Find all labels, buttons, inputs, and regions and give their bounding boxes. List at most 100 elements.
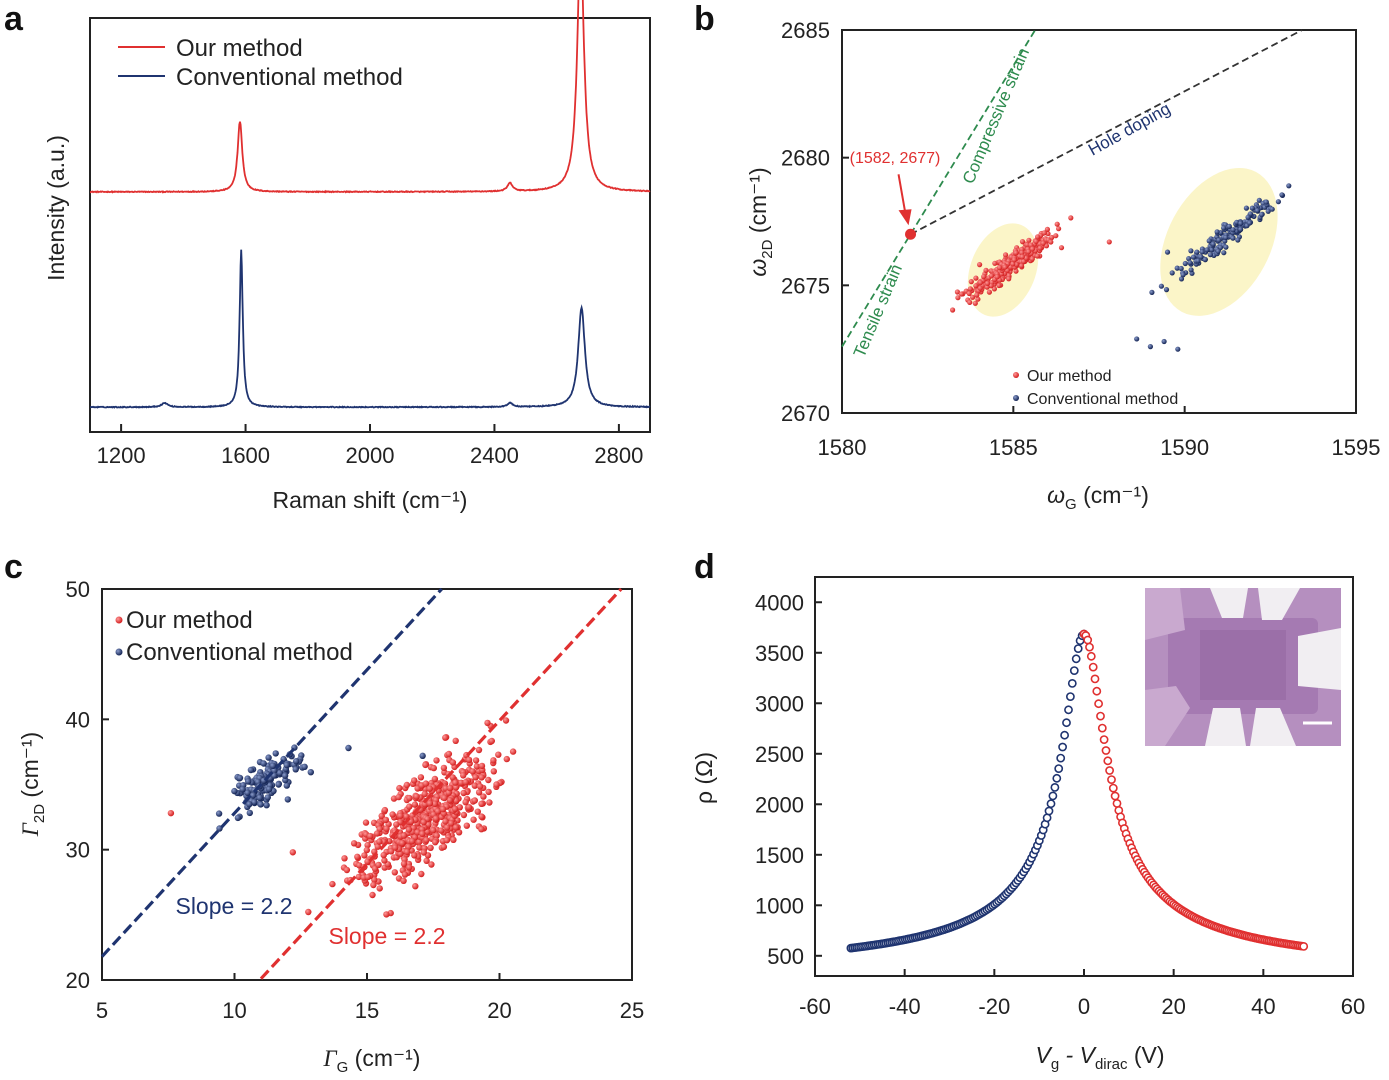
data-point	[400, 832, 408, 839]
y-tick-label: 20	[66, 968, 90, 993]
data-point	[1025, 249, 1032, 255]
data-point	[426, 800, 434, 807]
y-tick-label: 40	[66, 707, 90, 732]
data-point	[422, 780, 430, 787]
panel-d-curve	[846, 629, 1309, 953]
data-point	[362, 819, 370, 826]
data-point	[1178, 276, 1185, 282]
data-point	[465, 756, 473, 764]
panel-c-legend: Our method Conventional method	[115, 607, 353, 666]
data-point	[431, 775, 439, 783]
data-point	[1054, 221, 1060, 227]
data-point	[1024, 242, 1030, 248]
data-point	[457, 779, 465, 786]
data-point	[970, 294, 976, 300]
data-point	[375, 861, 382, 869]
data-point	[442, 734, 449, 741]
data-point	[485, 776, 492, 784]
data-point	[968, 279, 974, 285]
data-point	[405, 826, 413, 833]
data-point	[441, 794, 448, 802]
label-hole-doping: Hole doping	[1085, 99, 1174, 160]
slope-label-our-method: Slope = 2.2	[328, 923, 445, 949]
fit-line-red	[259, 587, 623, 980]
data-point	[432, 815, 440, 822]
data-point	[967, 299, 973, 305]
data-point	[276, 769, 284, 777]
data-point	[1223, 234, 1229, 241]
panel-b-legend: Our method Conventional method	[1013, 368, 1178, 408]
data-point	[400, 860, 408, 867]
x-tick-label: 1200	[97, 443, 146, 468]
data-point	[954, 289, 961, 295]
data-point	[246, 809, 253, 817]
data-point	[472, 757, 480, 764]
data-point	[395, 793, 402, 801]
data-point	[271, 767, 278, 774]
data-point	[484, 719, 491, 727]
data-point	[950, 307, 956, 313]
data-point	[423, 836, 430, 844]
data-point	[1029, 256, 1035, 262]
data-point	[1221, 225, 1227, 231]
data-point	[1011, 257, 1017, 263]
data-point-positive-bias	[1112, 799, 1122, 808]
data-point-negative-bias	[1044, 806, 1054, 816]
data-point	[418, 870, 425, 878]
y-tick-label: 30	[66, 838, 90, 863]
data-point	[406, 803, 413, 810]
data-point	[430, 827, 437, 834]
data-point	[378, 812, 385, 820]
data-point	[1018, 263, 1025, 269]
data-point	[409, 837, 416, 845]
data-point	[485, 788, 492, 796]
data-point-negative-bias	[1069, 666, 1079, 675]
data-point	[265, 786, 273, 793]
data-point	[490, 757, 497, 764]
data-point-negative-bias	[1067, 679, 1077, 688]
data-point	[488, 737, 495, 745]
data-point	[470, 816, 477, 823]
data-point	[1230, 227, 1236, 233]
panel-c-fwhm-plot: 5 10 15 20 25 20 30 40 50 Our method Conventiona…	[17, 577, 644, 1076]
data-point	[1204, 247, 1210, 253]
x-tick-label: 20	[487, 998, 511, 1023]
data-point	[443, 837, 451, 844]
data-point	[1223, 244, 1229, 250]
data-point	[1029, 246, 1036, 252]
data-point	[1026, 237, 1032, 243]
data-point	[1019, 239, 1026, 245]
data-point	[433, 757, 440, 764]
data-point	[1106, 239, 1112, 245]
data-point	[245, 778, 252, 785]
x-tick-label: 1600	[221, 443, 270, 468]
data-point	[1230, 235, 1236, 241]
data-point	[1265, 208, 1271, 214]
data-point	[509, 748, 517, 755]
data-point	[476, 783, 484, 790]
data-point	[463, 822, 470, 829]
data-point	[1175, 346, 1181, 352]
data-point	[503, 755, 510, 763]
x-tick-label: 5	[96, 998, 108, 1023]
data-point	[452, 779, 459, 786]
data-point	[301, 763, 308, 770]
data-point-positive-bias	[1108, 783, 1118, 793]
data-point	[460, 789, 467, 797]
legend-label-our-method: Our method	[126, 607, 253, 634]
y-tick-label: 2675	[781, 273, 830, 298]
data-point-negative-bias	[1052, 773, 1062, 783]
data-point	[455, 829, 463, 836]
data-point	[984, 280, 991, 286]
data-point	[1190, 254, 1197, 260]
panel-a-x-axis-label: Raman shift (cm⁻¹)	[273, 487, 468, 513]
data-point	[1238, 226, 1244, 232]
data-point	[420, 819, 427, 826]
data-point	[272, 750, 279, 757]
inset-electrode	[1298, 628, 1341, 690]
data-point	[991, 286, 998, 292]
data-point	[231, 787, 238, 795]
data-point	[997, 265, 1003, 271]
data-point	[363, 846, 370, 854]
data-point	[432, 839, 439, 846]
